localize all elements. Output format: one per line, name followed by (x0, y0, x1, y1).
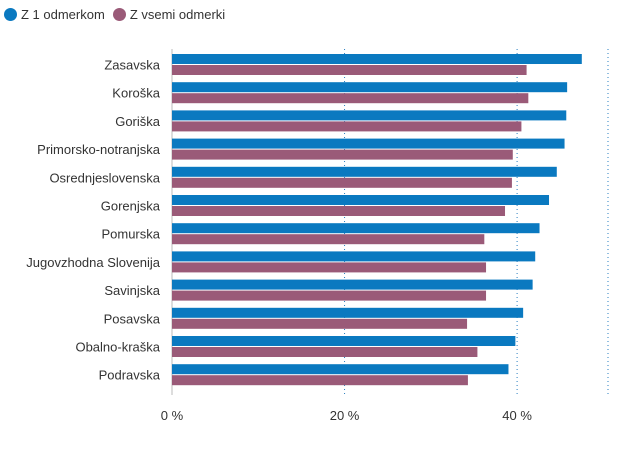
bar-2-4[interactable] (172, 177, 512, 188)
bar-1-0[interactable] (172, 54, 582, 64)
category-label: Primorsko-notranjska (37, 142, 161, 157)
bar-2-10[interactable] (172, 347, 478, 357)
x-tick-label: 40 % (502, 408, 532, 423)
bar-1-7[interactable] (172, 251, 536, 262)
category-label: Jugovzhodna Slovenija (26, 255, 160, 270)
bar-2-1[interactable] (172, 93, 529, 104)
category-label: Pomurska (101, 227, 160, 242)
bar-1-3[interactable] (172, 138, 565, 149)
legend-label-series-2: Z vsemi odmerki (129, 6, 226, 22)
category-label: Koroška (112, 86, 160, 101)
bar-2-2[interactable] (172, 121, 522, 132)
bar-2-7[interactable] (172, 262, 487, 273)
bar-1-1[interactable] (172, 82, 568, 93)
category-label: Zasavska (104, 58, 160, 73)
category-label: Podravska (99, 368, 161, 383)
bar-2-6[interactable] (172, 234, 485, 245)
category-label: Goriška (115, 114, 161, 129)
bar-2-5[interactable] (172, 206, 506, 216)
x-tick-label: 20 % (330, 408, 360, 423)
category-label: Savinjska (104, 283, 160, 298)
bar-2-8[interactable] (172, 290, 487, 301)
bar-2-9[interactable] (172, 318, 468, 329)
x-tick-label: 0 % (161, 408, 184, 423)
bar-1-11[interactable] (172, 364, 509, 375)
category-label: Osrednjeslovenska (49, 170, 160, 185)
bar-1-9[interactable] (172, 307, 524, 318)
bar-1-5[interactable] (172, 195, 550, 205)
bar-1-2[interactable] (172, 110, 567, 121)
bar-1-8[interactable] (172, 279, 533, 290)
bar-1-4[interactable] (172, 166, 557, 177)
legend-item-series-2[interactable]: Z vsemi odmerki (112, 6, 226, 22)
bar-1-6[interactable] (172, 223, 540, 234)
legend-item-series-1[interactable]: Z 1 odmerkom (4, 7, 105, 22)
bar-2-11[interactable] (172, 375, 468, 386)
legend-swatch-series-2 (112, 7, 126, 21)
legend-label-series-1: Z 1 odmerkom (21, 6, 105, 22)
category-label: Gorenjska (101, 199, 161, 214)
category-label: Posavska (104, 311, 161, 326)
bar-2-3[interactable] (172, 149, 513, 160)
bar-2-0[interactable] (172, 65, 527, 75)
legend-swatch-series-1 (4, 7, 17, 21)
legend: Z 1 odmerkom Z vsemi odmerki (4, 4, 225, 24)
bar-1-10[interactable] (172, 336, 516, 346)
category-label: Obalno-kraška (75, 340, 160, 355)
